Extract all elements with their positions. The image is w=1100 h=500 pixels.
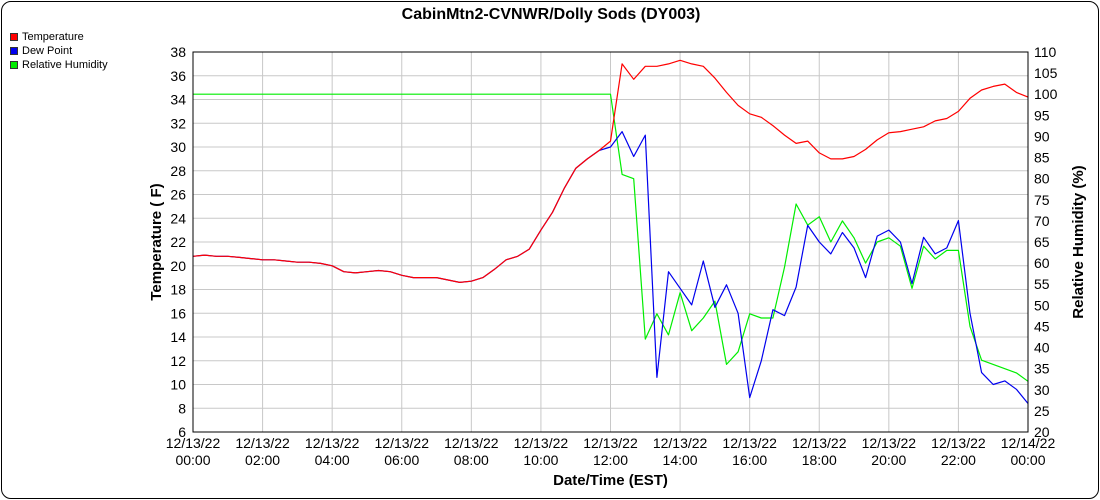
y-tick-label-right: 105 xyxy=(1034,65,1058,81)
grid xyxy=(192,51,1029,433)
y-tick-label-left: 38 xyxy=(170,44,186,60)
y-tick-label-left: 16 xyxy=(170,305,186,321)
y-axis-title-left: Temperature ( F) xyxy=(148,183,165,300)
legend-label-temperature: Temperature xyxy=(22,31,84,43)
y-tick-label-left: 22 xyxy=(170,234,186,250)
legend-item-dew-point: Dew Point xyxy=(10,44,108,58)
y-tick-label-right: 100 xyxy=(1034,86,1058,102)
tick-labels: 38 36 34 32 30 28 26 24 22 20 18 16 14 12 10 8 6 110 105 10… xyxy=(166,44,1058,468)
legend: Temperature Dew Point Relative Humidity xyxy=(10,30,108,72)
y-tick-label-right: 45 xyxy=(1034,318,1050,334)
legend-item-relative-humidity: Relative Humidity xyxy=(10,58,108,72)
x-tick-label-time: 08:00 xyxy=(454,452,489,468)
y-tick-label-right: 95 xyxy=(1034,107,1050,123)
x-tick-label-time: 00:00 xyxy=(1010,452,1045,468)
y-tick-label-right: 90 xyxy=(1034,128,1050,144)
y-tick-label-right: 60 xyxy=(1034,255,1050,271)
y-tick-label-left: 18 xyxy=(170,282,186,298)
y-tick-label-right: 75 xyxy=(1034,192,1050,208)
x-tick-label-date: 12/13/22 xyxy=(305,435,360,451)
x-tick-label-time: 12:00 xyxy=(593,452,628,468)
x-tick-label-time: 20:00 xyxy=(871,452,906,468)
x-tick-label-date: 12/13/22 xyxy=(444,435,499,451)
y-tick-label-left: 6 xyxy=(178,424,186,440)
x-tick-label-time: 02:00 xyxy=(245,452,280,468)
x-tick-label-date: 12/13/22 xyxy=(375,435,430,451)
y-tick-label-left: 30 xyxy=(170,139,186,155)
legend-item-temperature: Temperature xyxy=(10,30,108,44)
legend-swatch-dew-point xyxy=(10,47,18,55)
x-tick-label-time: 18:00 xyxy=(802,452,837,468)
y-tick-label-right: 80 xyxy=(1034,171,1050,187)
y-axis-title-right: Relative Humidity (%) xyxy=(1070,165,1087,318)
y-tick-label-right: 65 xyxy=(1034,234,1050,250)
y-tick-label-left: 20 xyxy=(170,258,186,274)
y-tick-label-left: 8 xyxy=(178,400,186,416)
series-lines xyxy=(192,59,1029,404)
x-tick-label-date: 12/13/22 xyxy=(166,435,221,451)
x-tick-label-date: 12/13/22 xyxy=(653,435,708,451)
x-tick-label-date: 12/13/22 xyxy=(235,435,290,451)
x-tick-label-time: 10:00 xyxy=(523,452,558,468)
legend-label-relative-humidity: Relative Humidity xyxy=(22,59,108,71)
legend-swatch-temperature xyxy=(10,33,18,41)
chart-title: CabinMtn2-CVNWR/Dolly Sods (DY003) xyxy=(401,6,701,23)
x-tick-label-date: 12/13/22 xyxy=(931,435,986,451)
y-tick-label-left: 36 xyxy=(170,68,186,84)
plot-border xyxy=(192,51,1029,433)
y-tick-label-right: 40 xyxy=(1034,340,1050,356)
x-tick-label-time: 06:00 xyxy=(384,452,419,468)
y-tick-label-left: 12 xyxy=(170,353,186,369)
x-tick-label-date: 12/14/22 xyxy=(1001,435,1056,451)
y-tick-label-right: 20 xyxy=(1034,424,1050,440)
y-tick-label-left: 32 xyxy=(170,115,186,131)
y-tick-label-left: 34 xyxy=(170,92,186,108)
x-tick-label-time: 16:00 xyxy=(732,452,767,468)
y-tick-label-right: 25 xyxy=(1034,403,1050,419)
y-tick-label-left: 28 xyxy=(170,163,186,179)
y-tick-label-right: 30 xyxy=(1034,382,1050,398)
series-line-temperature xyxy=(192,59,1029,283)
x-tick-label-time: 14:00 xyxy=(663,452,698,468)
y-tick-label-right: 85 xyxy=(1034,150,1050,166)
x-tick-label-date: 12/13/22 xyxy=(583,435,638,451)
x-tick-label-time: 00:00 xyxy=(175,452,210,468)
legend-label-dew-point: Dew Point xyxy=(22,45,73,57)
x-tick-label-time: 22:00 xyxy=(941,452,976,468)
y-tick-label-left: 14 xyxy=(170,329,186,345)
x-tick-label-date: 12/13/22 xyxy=(514,435,569,451)
y-tick-label-right: 35 xyxy=(1034,361,1050,377)
x-tick-label-time: 04:00 xyxy=(315,452,350,468)
y-tick-label-right: 70 xyxy=(1034,213,1050,229)
series-line-relative-humidity xyxy=(193,93,1029,382)
y-tick-label-left: 24 xyxy=(170,210,186,226)
y-tick-label-right: 55 xyxy=(1034,276,1050,292)
y-tick-label-left: 26 xyxy=(170,187,186,203)
x-tick-label-date: 12/13/22 xyxy=(792,435,847,451)
x-tick-label-date: 12/13/22 xyxy=(722,435,777,451)
y-tick-label-left: 10 xyxy=(170,377,186,393)
x-tick-label-date: 12/13/22 xyxy=(862,435,917,451)
y-tick-label-right: 50 xyxy=(1034,297,1050,313)
y-tick-label-right: 110 xyxy=(1034,44,1057,60)
legend-swatch-relative-humidity xyxy=(10,61,18,69)
x-axis-title: Date/Time (EST) xyxy=(553,472,668,489)
